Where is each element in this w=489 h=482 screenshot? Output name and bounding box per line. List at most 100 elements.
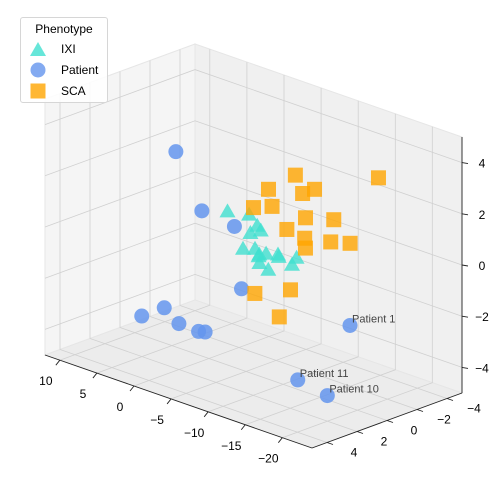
- grid-line-x: [245, 113, 396, 426]
- point-ixi: [235, 240, 251, 255]
- point-sca: [295, 186, 311, 202]
- grid-line-x: [208, 100, 359, 413]
- grid-line-x: [170, 87, 322, 400]
- point-patient: [226, 218, 242, 234]
- x-tick-label: −15: [221, 439, 242, 453]
- point-ixi: [260, 261, 277, 276]
- y-tick-label: −2: [437, 413, 451, 427]
- grid-line-x: [96, 62, 248, 374]
- y-tick-label: 4: [351, 446, 358, 460]
- legend-entry-sca: SCA: [29, 81, 86, 101]
- grid-lines: [44, 49, 463, 443]
- legend-label-ixi: IXI: [61, 42, 76, 56]
- x-tick-mark: [277, 437, 283, 443]
- data-points: [134, 144, 386, 404]
- point-sca: [326, 212, 342, 228]
- point-patient: [171, 316, 187, 332]
- z-tick-label: 0: [479, 259, 486, 273]
- square-marker-icon: [30, 83, 46, 99]
- point-patient: [197, 324, 213, 340]
- legend-entry-ixi: IXI: [29, 39, 76, 59]
- point-sca: [246, 200, 261, 216]
- y-tick-mark: [416, 409, 424, 412]
- x-tick-label: 10: [39, 374, 53, 388]
- legend-label-sca: SCA: [61, 84, 86, 98]
- x-tick-label: 0: [117, 400, 124, 414]
- grid-line-z: [44, 222, 463, 317]
- x-tick-mark: [240, 424, 246, 431]
- grid-line-x: [282, 126, 433, 439]
- circle-marker-icon: [30, 62, 46, 78]
- y-tick-mark: [446, 398, 454, 401]
- z-tick-label: −4: [475, 361, 489, 375]
- y-tick-mark: [356, 431, 364, 434]
- x-tick-label: −5: [150, 413, 164, 427]
- z-tick-mark: [461, 315, 469, 318]
- legend-entry-patient: Patient: [29, 60, 98, 80]
- point-ixi: [219, 203, 236, 218]
- point-sca: [287, 167, 303, 183]
- z-tick-label: 2: [479, 208, 486, 222]
- point-patient: [156, 300, 172, 316]
- legend-label-patient: Patient: [61, 63, 99, 77]
- point-sca: [271, 309, 287, 325]
- x-tick-mark: [203, 411, 209, 418]
- y-tick-label: 0: [411, 424, 418, 438]
- z-tick-label: −2: [475, 310, 489, 324]
- x-tick-mark: [166, 398, 172, 405]
- x-tick-label: 5: [80, 387, 87, 401]
- point-patient: [168, 144, 184, 160]
- x-tick-mark: [55, 359, 61, 366]
- grid-line-y: [179, 49, 448, 399]
- y-tick-label: 2: [381, 435, 388, 449]
- z-tick-label: 4: [479, 157, 486, 171]
- point-sca: [279, 221, 295, 237]
- grid-line-y: [149, 60, 418, 410]
- triangle-marker-icon: [30, 42, 46, 56]
- grid-line-x: [133, 75, 285, 387]
- point-sca: [264, 198, 280, 214]
- point-patient: [319, 388, 335, 404]
- point-sca: [247, 285, 263, 301]
- grid-line-z: [44, 69, 463, 163]
- legend-title: Phenotype: [35, 22, 93, 36]
- point-sca: [298, 210, 313, 226]
- grid-line-z: [44, 273, 463, 368]
- point-patient: [342, 317, 358, 333]
- point-ixi: [284, 256, 300, 271]
- point-annotations: Patient 1 Patient 11 Patient 10: [300, 313, 396, 395]
- y-tick-label: −4: [467, 402, 481, 416]
- y-tick-mark: [386, 420, 394, 423]
- z-tick-mark: [461, 162, 469, 165]
- grid-line-y: [59, 93, 328, 443]
- point-sca: [342, 235, 358, 251]
- grid-line-z: [44, 171, 463, 266]
- y-tick-mark: [326, 442, 334, 445]
- point-sca: [283, 282, 298, 298]
- x-tick-mark: [92, 372, 98, 379]
- grid-line-x: [59, 49, 211, 361]
- point-sca: [297, 230, 313, 246]
- point-sca: [370, 170, 386, 186]
- point-annotation: Patient 10: [329, 384, 379, 396]
- point-annotation: Patient 11: [300, 368, 349, 380]
- point-ixi: [270, 248, 287, 263]
- point-ixi: [250, 248, 267, 263]
- z-tick-mark: [461, 213, 469, 216]
- point-patient: [290, 372, 306, 388]
- z-tick-mark: [461, 264, 469, 267]
- z-tick-mark: [461, 366, 469, 369]
- x-tick-mark: [129, 385, 135, 392]
- grid-line-y: [119, 71, 388, 421]
- point-patient: [194, 203, 210, 219]
- x-axis-line: [44, 354, 313, 449]
- point-patient: [134, 308, 150, 324]
- point-sca: [323, 234, 339, 250]
- x-tick-label: −10: [184, 426, 205, 440]
- point-patient: [234, 281, 249, 297]
- legend: Phenotype IXI Patient SCA: [20, 17, 108, 103]
- point-ixi: [252, 222, 269, 237]
- grid-line-y: [89, 82, 358, 432]
